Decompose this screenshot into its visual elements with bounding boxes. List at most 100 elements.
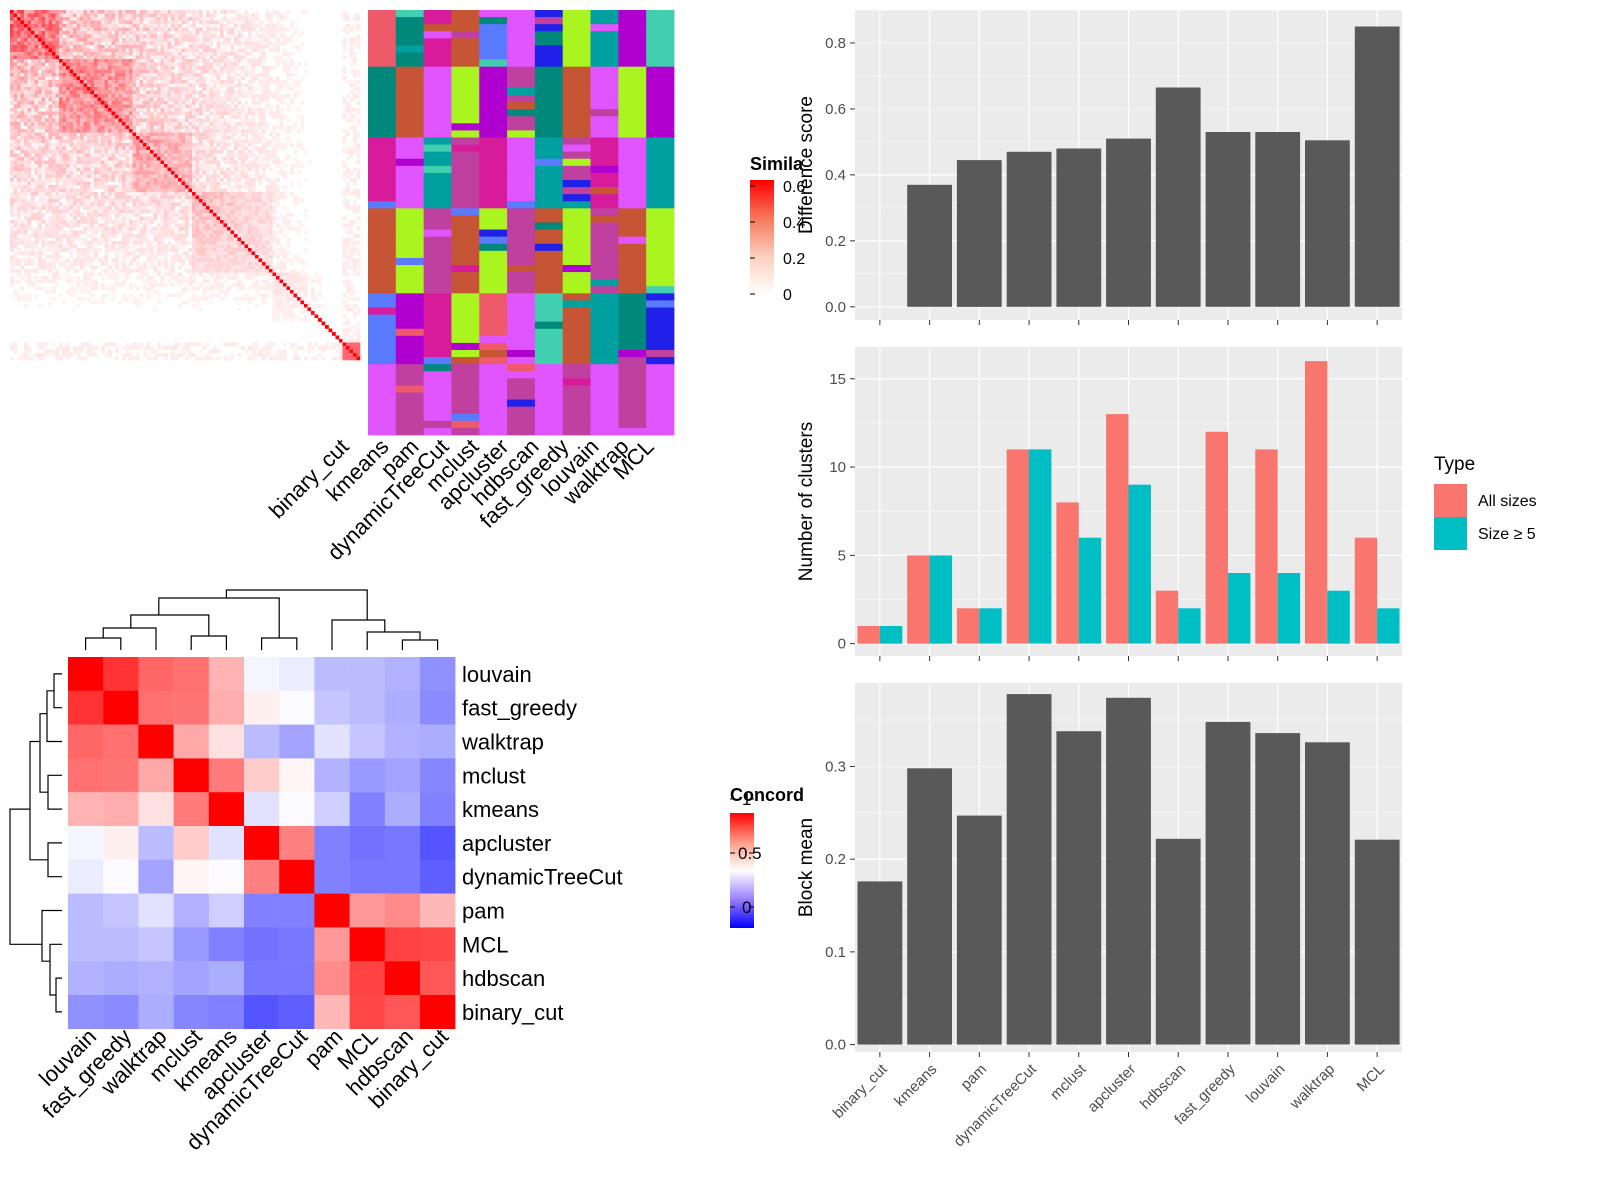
similarity-cell [111,230,116,235]
similarity-cell [118,118,123,123]
similarity-cell [66,66,70,70]
similarity-cell [167,181,172,186]
similarity-cell [24,10,28,14]
similarity-cell [251,73,256,77]
similarity-cell [279,55,284,60]
similarity-cell [139,230,144,235]
similarity-cell [199,38,203,42]
similarity-cell [346,206,350,210]
similarity-cell [59,41,63,46]
similarity-cell [237,188,242,193]
similarity-cell [122,55,126,60]
similarity-cell [76,38,81,42]
similarity-cell [132,150,137,154]
similarity-cell [265,24,270,28]
similarity-cell [101,234,105,238]
similarity-cell [24,122,28,126]
similarity-cell [150,90,154,95]
similarity-cell [76,20,81,25]
similarity-cell [251,108,256,112]
similarity-cell [108,244,112,249]
similarity-cell [66,216,70,221]
similarity-cell [164,167,168,172]
similarity-cell [31,206,35,210]
similarity-cell [286,38,291,42]
similarity-cell [202,122,207,126]
similarity-cell [83,192,88,196]
similarity-cell [73,174,77,179]
similarity-cell [251,146,256,151]
similarity-cell [111,118,116,123]
similarity-cell [69,24,74,28]
similarity-cell [45,146,49,151]
similarity-cell [244,223,249,228]
similarity-cell [237,139,242,144]
similarity-cell [251,136,256,140]
similarity-cell [146,59,151,63]
similarity-cell [108,202,112,207]
similarity-cell [104,150,109,154]
similarity-cell [83,55,88,60]
similarity-cell [297,227,301,231]
similarity-cell [223,41,228,46]
similarity-cell [62,118,67,123]
similarity-cell [174,115,179,119]
similarity-cell [101,27,105,32]
similarity-cell [146,174,151,179]
similarity-cell [90,111,95,116]
similarity-cell [150,20,154,25]
similarity-cell [279,24,284,28]
similarity-cell [300,143,305,147]
similarity-cell [290,171,294,175]
similarity-cell [150,24,154,28]
similarity-cell [164,129,168,133]
similarity-cell [220,178,224,182]
similarity-cell [94,146,98,151]
similarity-cell [136,27,140,32]
similarity-cell [167,220,172,224]
similarity-cell [167,213,172,217]
similarity-cell [94,87,98,91]
similarity-cell [125,160,130,165]
similarity-cell [276,171,280,175]
similarity-cell [195,171,200,175]
similarity-cell [27,143,32,147]
similarity-cell [237,157,242,161]
similarity-cell [342,146,347,151]
similarity-cell [206,45,210,49]
similarity-cell [293,164,298,168]
similarity-cell [150,118,154,123]
similarity-cell [10,17,14,21]
similarity-cell [202,237,207,242]
similarity-cell [104,52,109,56]
similarity-cell [241,220,245,224]
similarity-cell [356,209,361,214]
similarity-cell [132,241,137,245]
similarity-cell [237,167,242,172]
similarity-cell [241,237,245,242]
similarity-cell [241,160,245,165]
similarity-cell [55,199,60,203]
similarity-cell [178,52,182,56]
similarity-cell [153,118,158,123]
similarity-cell [206,13,210,18]
similarity-cell [104,125,109,130]
similarity-cell [108,167,112,172]
similarity-cell [136,234,140,238]
similarity-cell [17,206,21,210]
similarity-cell [213,216,217,221]
similarity-cell [24,160,28,165]
similarity-cell [20,174,25,179]
similarity-cell [13,111,18,116]
similarity-cell [293,73,298,77]
similarity-cell [220,17,224,21]
similarity-cell [199,45,203,49]
similarity-cell [125,153,130,158]
similarity-cell [153,143,158,147]
similarity-cell [125,199,130,203]
similarity-cell [52,234,56,238]
similarity-cell [129,94,133,98]
similarity-cell [83,38,88,42]
similarity-cell [97,160,102,165]
similarity-cell [150,34,154,39]
